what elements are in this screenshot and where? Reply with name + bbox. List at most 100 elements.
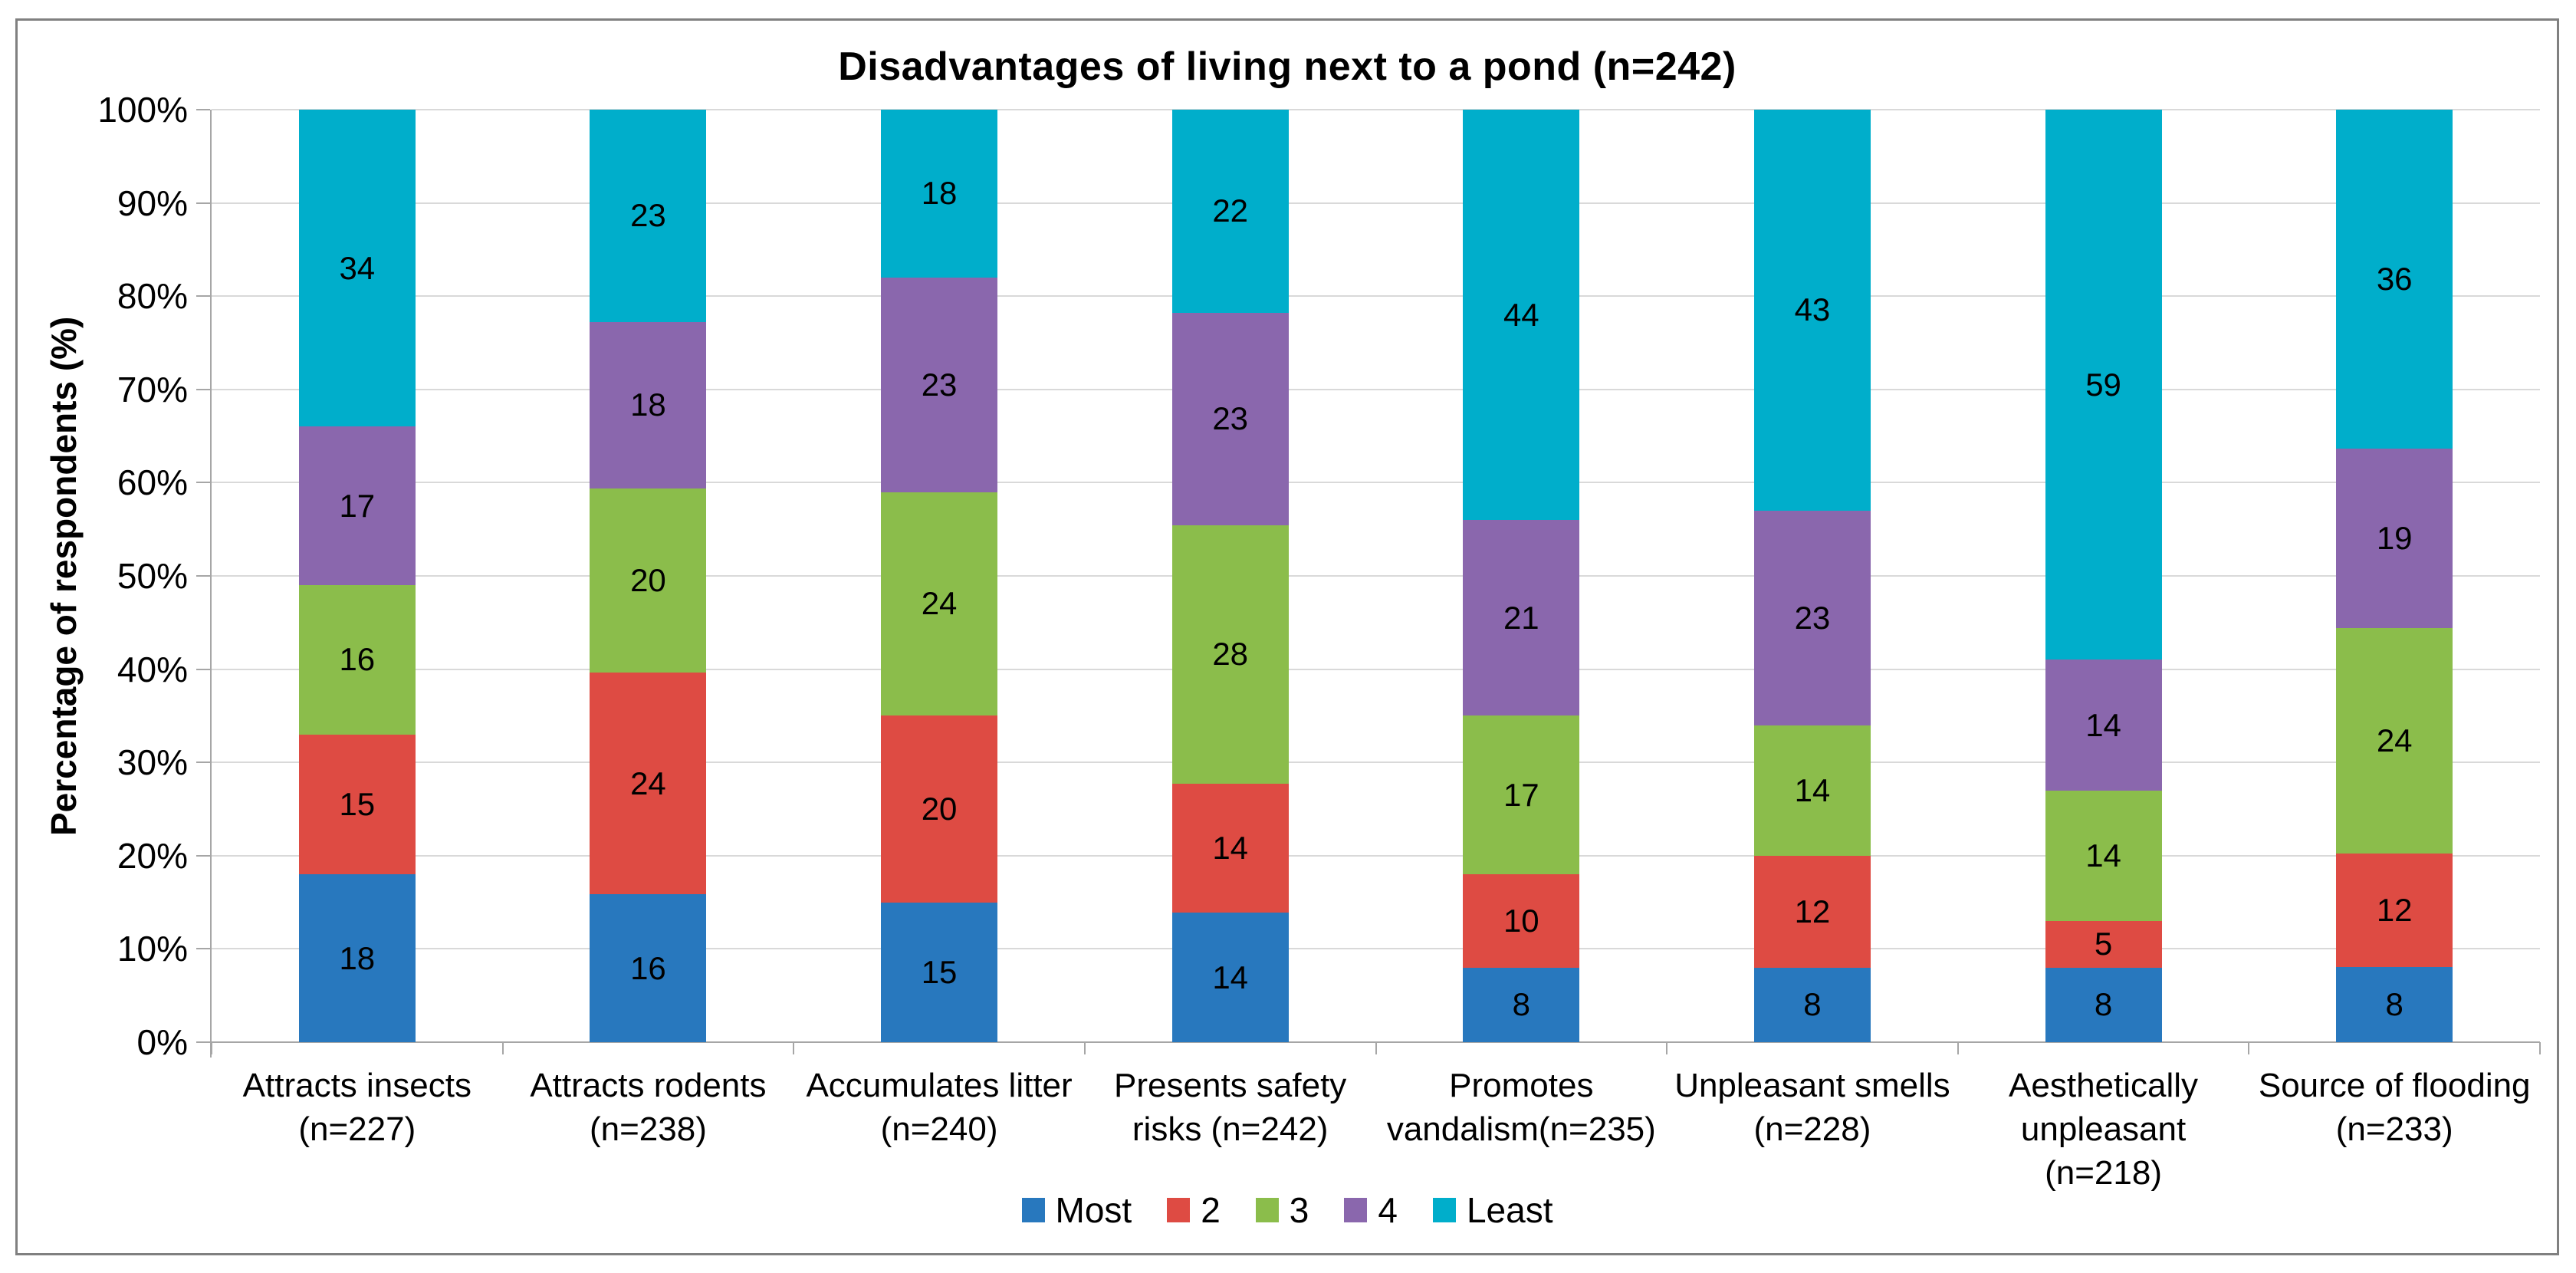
bar-8: 8 12 24 19 36 — [2336, 110, 2453, 1042]
bar-4-segment-3: 28 — [1171, 525, 1289, 784]
legend-label: Least — [1466, 1190, 1553, 1230]
x-axis-tick-4 — [1375, 1042, 1377, 1054]
bar-4-segment-Most: 14 — [1171, 913, 1289, 1042]
legend-swatch-4 — [1344, 1198, 1368, 1222]
legend-swatch-2 — [1167, 1198, 1191, 1222]
legend-item-3: 3 — [1255, 1192, 1309, 1228]
legend-item-Most: Most — [1021, 1192, 1132, 1228]
y-tick-label-40: 40% — [117, 649, 188, 689]
y-axis-tick-labels: 0% 10% 20% 30% 40% 50% 60% 70% 80% 90% 100% — [18, 92, 188, 1060]
bar-2-segment-2: 24 — [590, 673, 707, 895]
segment-value-label: 14 — [2085, 706, 2121, 743]
y-axis-tick-20 — [196, 854, 210, 857]
y-tick-label-30: 30% — [117, 742, 188, 783]
legend-item-4: 4 — [1344, 1192, 1398, 1228]
bar-6-segment-Most: 8 — [1753, 967, 1871, 1042]
bar-2: 16 24 20 18 23 — [590, 109, 707, 1042]
y-axis-tick-100 — [196, 109, 210, 110]
gridline-100 — [212, 109, 2540, 110]
y-tick-label-90: 90% — [117, 183, 188, 223]
bar-slot-2: 16 24 20 18 23 — [503, 109, 794, 1042]
bar-7-segment-Least: 59 — [2045, 110, 2162, 660]
bar-1-segment-Least: 34 — [298, 110, 416, 427]
y-axis-tick-70 — [196, 388, 210, 390]
bar-7-segment-Most: 8 — [2045, 967, 2162, 1042]
bar-4-segment-Least: 22 — [1171, 110, 1289, 313]
bar-1: 18 15 16 17 34 — [298, 110, 416, 1042]
y-axis-tick-60 — [196, 482, 210, 484]
bar-8-segment-3: 24 — [2336, 627, 2453, 854]
gridline-90 — [212, 202, 2540, 204]
segment-value-label: 15 — [339, 785, 376, 822]
segment-value-label: 19 — [2376, 519, 2413, 556]
category-label-5: Promotes vandalism(n=235) — [1386, 1067, 1656, 1149]
legend-label: 2 — [1201, 1190, 1221, 1230]
plot-area: 18 15 16 17 34 16 24 20 18 23 15 20 24 23 18 14 14 28 23 22… — [196, 109, 2541, 1058]
bar-8-segment-Least: 36 — [2336, 110, 2453, 449]
segment-value-label: 17 — [1503, 776, 1539, 813]
bar-7-segment-3: 14 — [2045, 790, 2162, 921]
segment-value-label: 14 — [1212, 830, 1249, 867]
x-axis-tick-0 — [211, 1042, 212, 1054]
y-tick-label-100: 100% — [97, 90, 188, 130]
bar-2-segment-3: 20 — [590, 488, 707, 673]
segment-value-label: 28 — [1212, 636, 1249, 673]
segment-value-label: 23 — [1794, 599, 1831, 636]
bar-7-segment-4: 14 — [2045, 660, 2162, 791]
bar-3-segment-Most: 15 — [881, 902, 998, 1042]
segment-value-label: 23 — [921, 366, 958, 403]
segment-value-label: 14 — [2085, 837, 2121, 873]
bar-4: 14 14 28 23 22 — [1171, 110, 1289, 1042]
segment-value-label: 22 — [1212, 192, 1249, 229]
bar-3: 15 20 24 23 18 — [881, 109, 998, 1042]
y-tick-label-80: 80% — [117, 276, 188, 317]
segment-value-label: 23 — [630, 197, 666, 234]
legend: Most 2 3 4 Least — [18, 1192, 2557, 1228]
bar-3-segment-2: 20 — [881, 715, 998, 903]
x-axis-tick-3 — [1083, 1042, 1086, 1054]
segment-value-label: 16 — [339, 641, 376, 678]
bar-5-segment-3: 17 — [1463, 715, 1580, 875]
gridline-80 — [212, 295, 2540, 298]
bar-slot-3: 15 20 24 23 18 — [794, 109, 1085, 1042]
segment-value-label: 24 — [921, 585, 958, 622]
legend-item-2: 2 — [1167, 1192, 1221, 1228]
x-axis-tick-5 — [1666, 1042, 1668, 1054]
y-axis-tick-40 — [196, 668, 210, 670]
legend-swatch-3 — [1255, 1198, 1279, 1222]
bar-8-segment-2: 12 — [2336, 854, 2453, 967]
segment-value-label: 44 — [1503, 296, 1539, 333]
segment-value-label: 10 — [1503, 902, 1539, 939]
bar-slot-6: 8 12 14 23 43 — [1667, 110, 1958, 1042]
gridline-20 — [212, 854, 2540, 857]
segment-value-label: 20 — [921, 790, 958, 827]
bar-1-segment-4: 17 — [298, 426, 416, 586]
category-label-1: Attracts insects (n=227) — [242, 1067, 472, 1149]
bar-slot-5: 8 10 17 21 44 — [1376, 110, 1668, 1042]
x-axis-tick-6 — [1957, 1042, 1959, 1054]
y-axis-tick-80 — [196, 295, 210, 298]
category-label-2: Attracts rodents (n=238) — [530, 1067, 767, 1149]
chart-figure: Disadvantages of living next to a pond (… — [15, 18, 2559, 1255]
segment-value-label: 8 — [1803, 986, 1822, 1023]
y-axis-tick-10 — [196, 948, 210, 950]
bar-7-segment-2: 5 — [2045, 920, 2162, 968]
segment-value-label: 18 — [630, 387, 666, 423]
bar-2-segment-Most: 16 — [590, 894, 707, 1042]
segment-value-label: 23 — [1212, 400, 1249, 437]
bar-5: 8 10 17 21 44 — [1463, 110, 1580, 1042]
chart-title: Disadvantages of living next to a pond (… — [838, 44, 1737, 89]
segment-value-label: 8 — [2094, 986, 2113, 1023]
segment-value-label: 16 — [630, 949, 666, 986]
segment-value-label: 18 — [921, 175, 958, 212]
gridline-60 — [212, 482, 2540, 484]
segment-value-label: 8 — [1512, 986, 1530, 1023]
category-label-4: Presents safety risks (n=242) — [1114, 1067, 1347, 1149]
bar-1-segment-3: 16 — [298, 585, 416, 735]
segment-value-label: 17 — [339, 487, 376, 524]
segment-value-label: 34 — [339, 249, 376, 286]
x-axis-tick-1 — [501, 1042, 504, 1054]
y-axis-tick-0 — [196, 1041, 210, 1043]
bar-6-segment-3: 14 — [1753, 725, 1871, 856]
category-label-6: Unpleasant smells (n=228) — [1674, 1067, 1950, 1149]
